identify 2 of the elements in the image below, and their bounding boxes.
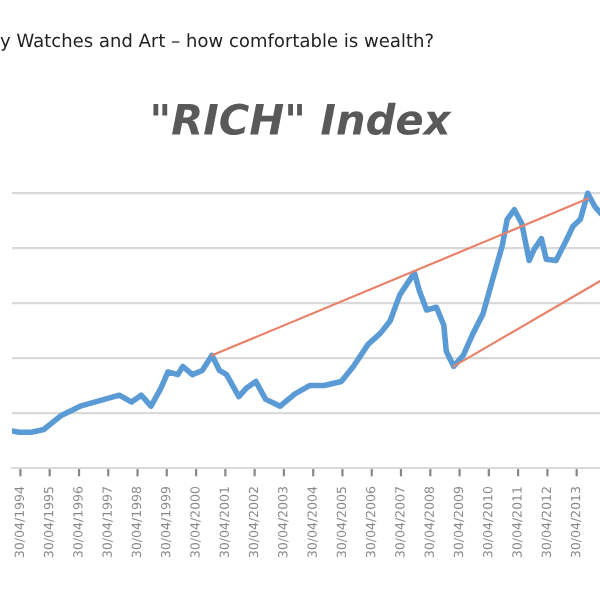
chart-title: "RICH" Index (153, 102, 452, 136)
chart-subtitle: y Watches and Art – how comfortable is wealth? (0, 33, 433, 51)
